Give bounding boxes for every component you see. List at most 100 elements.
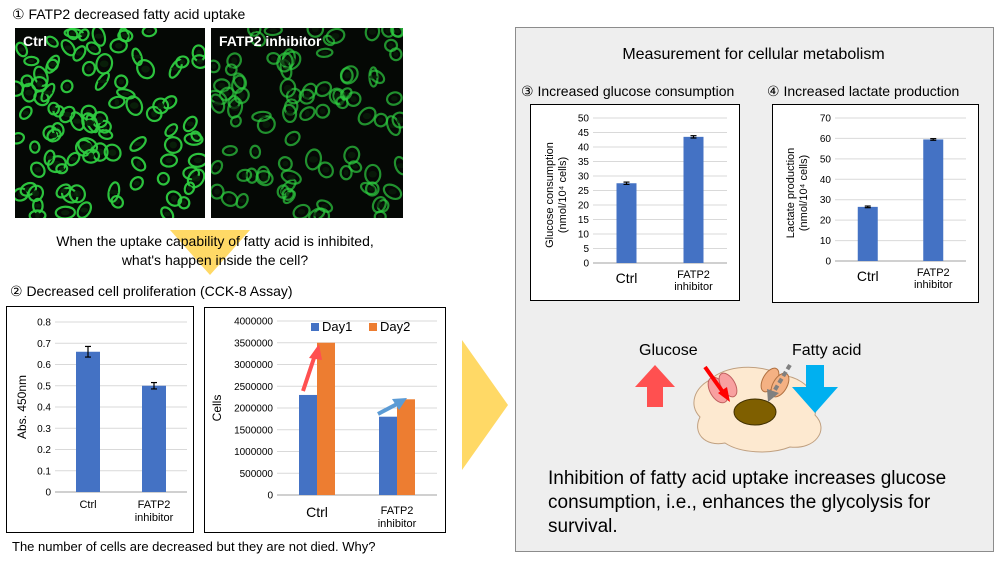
y-tick-label: 3000000: [234, 360, 273, 371]
fluorescent-cell: [385, 115, 402, 137]
fluorescent-cell: [80, 104, 98, 121]
cell-nucleus: [396, 163, 403, 169]
cell-nucleus: [321, 50, 329, 55]
fluorescent-cell: [339, 87, 353, 101]
fluorescent-cell: [27, 184, 45, 203]
cell-nucleus: [285, 191, 291, 197]
fluorescent-cell: [249, 144, 262, 159]
cell-nucleus: [171, 195, 178, 203]
y-axis-unit: (nmol/10⁴ cells): [798, 155, 810, 231]
fluorescent-cell: [164, 123, 179, 138]
fluorescent-cell: [282, 103, 298, 124]
cell-diagram: [635, 363, 838, 453]
fluorescent-cell: [29, 161, 46, 178]
legend-label: Day2: [380, 319, 410, 334]
fluorescent-cell: [382, 183, 403, 201]
y-axis-title: Abs. 450nm: [15, 375, 29, 439]
bar: [317, 342, 335, 495]
y-tick-label: 0.3: [37, 424, 51, 435]
fluorescent-cell: [339, 164, 353, 181]
cell-nucleus: [165, 157, 173, 164]
y-tick-label: 0.5: [37, 381, 51, 392]
fluorescent-cell: [249, 30, 267, 47]
fluorescent-cell: [77, 28, 90, 42]
cell-nucleus: [241, 172, 247, 179]
cell-nucleus: [251, 28, 258, 32]
cell-nucleus: [34, 166, 42, 173]
cell-nucleus: [391, 95, 398, 102]
fluorescent-cell: [281, 50, 302, 71]
cell-nucleus: [191, 175, 201, 182]
fluorescent-cell: [175, 55, 190, 69]
fluorescent-cell: [66, 151, 81, 167]
fluorescent-cell: [160, 206, 175, 218]
fluorescent-cell: [304, 148, 323, 171]
fluorescent-cell: [183, 132, 204, 146]
y-tick-label: 2000000: [234, 404, 273, 415]
cell-nucleus: [385, 28, 391, 34]
fluorescent-cell: [81, 112, 99, 134]
cell-nucleus: [368, 170, 377, 178]
fluorescent-cell: [163, 136, 183, 154]
cell-nucleus: [99, 60, 109, 68]
y-tick-label: 20: [578, 201, 590, 212]
fluorescent-cell: [364, 28, 381, 42]
fluorescent-cell: [45, 54, 61, 74]
category-label: FATP2: [138, 499, 171, 511]
cell-nucleus: [289, 135, 297, 142]
fluorescent-cell: [226, 52, 242, 69]
fluorescent-cell: [381, 28, 395, 38]
y-tick-label: 35: [578, 157, 590, 168]
cell-nucleus: [218, 82, 226, 89]
conclusion-text: Inhibition of fatty acid uptake increase…: [548, 468, 947, 537]
fluorescent-cell: [15, 132, 26, 145]
y-tick-label: 2500000: [234, 382, 273, 393]
cell-nucleus: [297, 208, 306, 215]
bar: [857, 206, 878, 261]
fluorescent-cell: [315, 47, 334, 58]
fluorescent-cell: [371, 196, 387, 214]
cell-nucleus: [283, 84, 292, 92]
cell-count-chart-svg: 0 500000 1000000 1500000 2000000 2500000 30000…: [210, 317, 437, 530]
fluorescent-cell: [279, 78, 297, 98]
category-label: Ctrl: [616, 270, 638, 286]
glucose-up-arrow-icon: [635, 365, 675, 407]
fluorescent-cell: [255, 170, 274, 187]
y-tick-label: 10: [578, 230, 590, 241]
question2: The number of cells are decreased but th…: [12, 539, 376, 554]
fluorescent-cell: [393, 155, 403, 176]
y-tick-label: 0: [583, 259, 589, 270]
cell-nucleus: [186, 121, 194, 127]
cell-nucleus: [114, 42, 123, 49]
cell-nucleus: [282, 160, 289, 167]
fluorescent-cell: [339, 67, 354, 84]
fluorescent-cell: [280, 169, 302, 185]
y-tick-label: 45: [578, 128, 590, 139]
cell-nucleus: [311, 28, 319, 33]
cell-nucleus: [18, 47, 25, 52]
cck8-chart: 0 0.1 0.2 0.3 0.4 0.5 0.6 0.7 0.8 Ctrl FATP2 inhibi…: [6, 306, 194, 533]
category-label: FATP2: [917, 267, 950, 279]
question1: When the uptake capability of fatty acid…: [20, 232, 410, 270]
y-tick-label: 10: [820, 236, 832, 247]
fluorescent-cell: [117, 29, 134, 43]
cell-nucleus: [97, 79, 107, 84]
fluorescent-cell: [284, 130, 301, 147]
cell-nucleus: [186, 186, 193, 191]
cell-nucleus: [96, 116, 104, 124]
cell-nucleus: [270, 56, 277, 61]
glucose-uptake-arrow-icon: [703, 365, 727, 397]
cell-nucleus: [369, 75, 378, 79]
cell-nucleus: [179, 59, 186, 65]
fluorescent-cell: [314, 81, 333, 98]
fluorescent-cell: [364, 181, 380, 197]
cell-nucleus: [396, 116, 403, 124]
cell-nucleus: [121, 91, 130, 96]
fluorescent-cell: [276, 52, 294, 73]
cell-nucleus: [163, 211, 171, 217]
cell-nucleus: [393, 28, 400, 34]
fluorescent-cell: [131, 156, 147, 172]
lactate-chart-title: ④ Increased lactate production: [767, 83, 960, 99]
cell-nucleus: [60, 188, 68, 194]
